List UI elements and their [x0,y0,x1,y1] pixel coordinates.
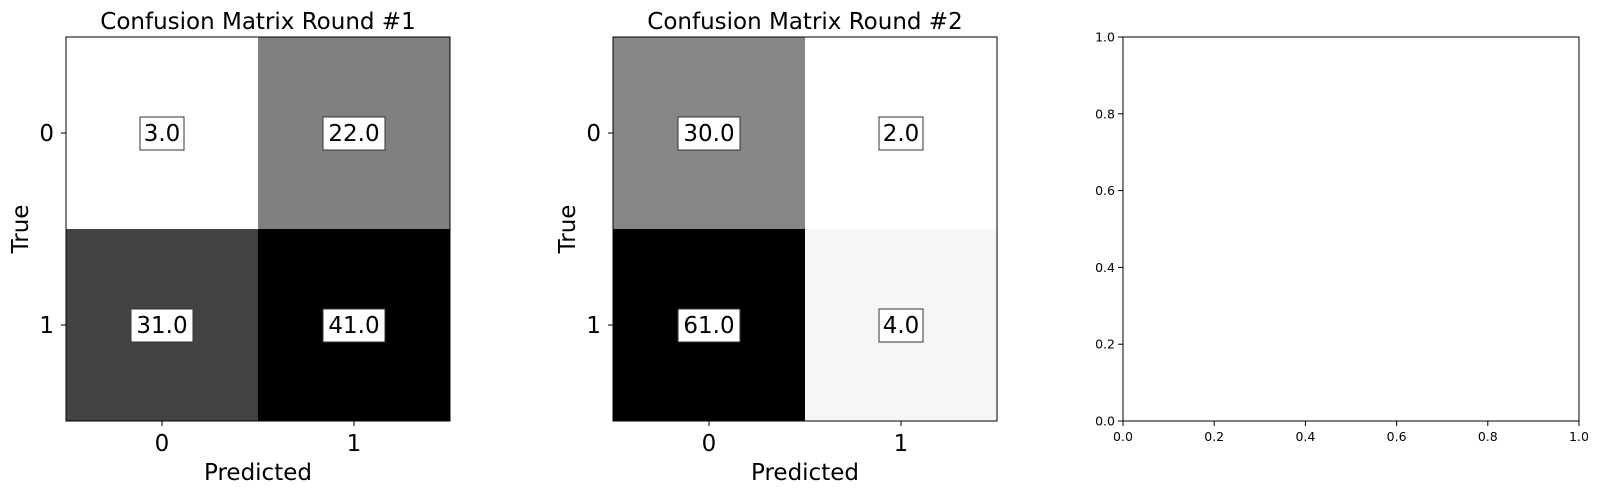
cm2-cell-label-0-1: 2.0 [883,121,920,147]
cm1-ylabel: True [8,205,34,255]
cm1-cell-label-1-1: 41.0 [328,313,379,339]
cm2-xlabel: Predicted [751,460,859,486]
cm1-cell-label-box-1-0 [130,308,194,343]
cm1-cell-label-box-0-1 [322,116,386,151]
cm1-ytick-label-0: 0 [39,121,54,147]
cm1-ticks [61,132,355,426]
empty-axes-xtick-label-1: 0.2 [1204,429,1224,444]
cm1-xtick-label-1: 1 [347,431,362,457]
cm1-cell-label-0-0: 3.0 [144,121,181,147]
cm1-cell-labels: 3.0 22.0 31.0 41.0 [130,116,386,343]
cm1-cell-label-0-1: 22.0 [328,121,379,147]
cm2-ytick-label-0: 0 [586,121,601,147]
cm2-cells [613,37,997,421]
cm2-cell-label-1-0: 61.0 [683,313,734,339]
cm2-cell-label-box-1-1 [878,308,924,343]
cm1-xtick-label-0: 0 [155,431,170,457]
cm2-cell-label-box-0-1 [878,116,924,151]
cm1-cell-label-box-0-0 [139,116,185,151]
empty-axes-xtick-label-0: 0.0 [1113,429,1133,444]
empty-axes-ytick-label-2: 0.4 [1095,260,1115,275]
cm1-cell-label-1-0: 31.0 [136,313,187,339]
empty-axes-yticks: 0.0 0.2 0.4 0.6 0.8 1.0 [1095,30,1123,429]
cm2-title: Confusion Matrix Round #2 [647,9,962,35]
cm2-cell-labels: 30.0 2.0 61.0 4.0 [677,116,924,343]
empty-axes-xtick-label-5: 1.0 [1569,429,1589,444]
cm2-cell-label-0-0: 30.0 [683,121,734,147]
cm1-title: Confusion Matrix Round #1 [100,9,415,35]
cm2-ytick-label-1: 1 [586,313,601,339]
empty-axes-xtick-label-3: 0.6 [1387,429,1407,444]
empty-axes-ytick-label-3: 0.6 [1095,183,1115,198]
cm2-cell-label-1-1: 4.0 [883,313,920,339]
empty-axes-xtick-label-4: 0.8 [1478,429,1498,444]
empty-axes-ytick-label-5: 1.0 [1095,30,1115,45]
cm1-ytick-label-1: 1 [39,313,54,339]
cm2-cell-label-box-0-0 [677,116,741,151]
empty-axes-ytick-label-0: 0.0 [1095,414,1115,429]
cm1-frame [65,36,451,422]
empty-axes-xtick-label-2: 0.4 [1295,429,1315,444]
empty-axes-ytick-label-1: 0.2 [1095,337,1115,352]
cm2-ticks [608,132,902,426]
empty-axes-panel: 0.0 0.2 0.4 0.6 0.8 1.0 0.0 0.2 0.4 0.6 0.8 1.0 [1095,30,1589,445]
empty-axes-ytick-label-4: 0.8 [1095,106,1115,121]
cm2-panel: Confusion Matrix Round #2 30.0 2.0 61.0 … [555,9,998,486]
cm1-cells [66,37,450,421]
cm2-ylabel: True [555,205,581,255]
cm2-frame [612,36,998,422]
cm1-xlabel: Predicted [204,460,312,486]
empty-axes-frame [1122,36,1580,422]
cm1-panel: Confusion Matrix Round #1 3.0 22.0 31.0 … [8,9,451,486]
cm2-xtick-label-1: 1 [894,431,909,457]
cm2-xtick-label-0: 0 [702,431,717,457]
cm2-cell-label-box-1-0 [677,308,741,343]
cm1-cell-label-box-1-1 [322,308,386,343]
empty-axes-xticks: 0.0 0.2 0.4 0.6 0.8 1.0 [1113,421,1589,444]
